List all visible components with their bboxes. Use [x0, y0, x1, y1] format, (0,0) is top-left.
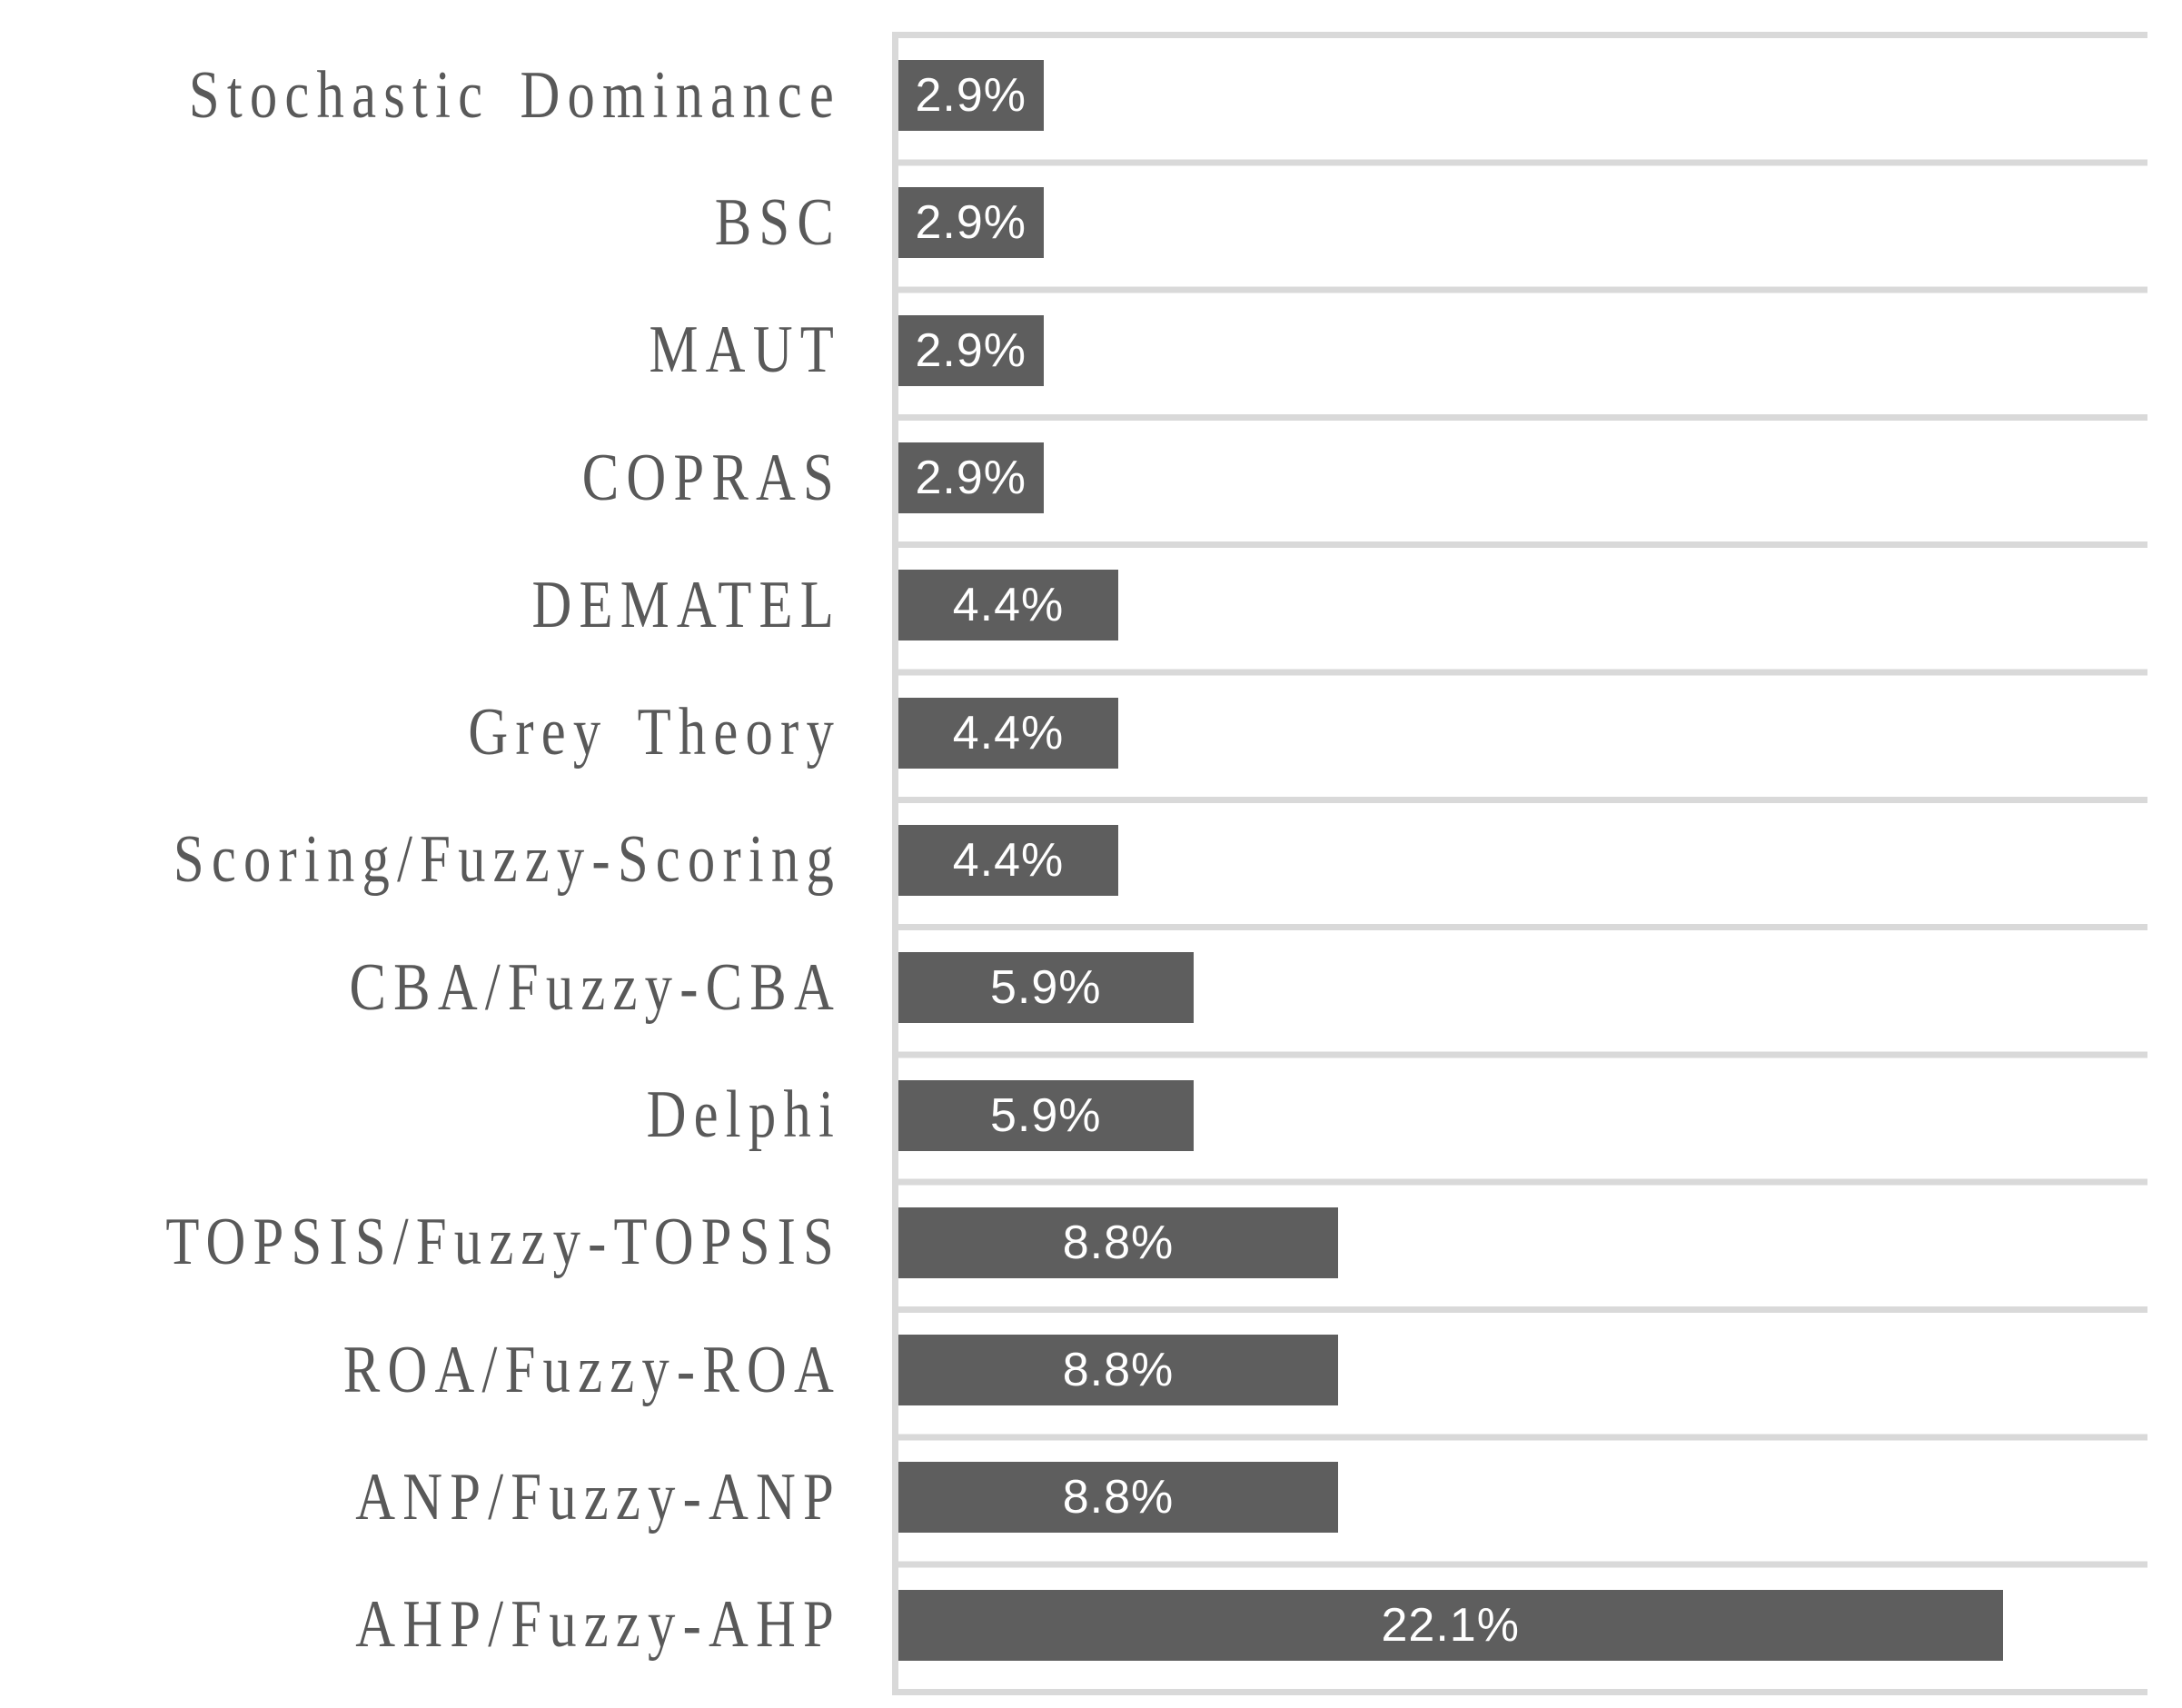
- value-label: 22.1%: [1381, 1598, 1520, 1652]
- bar-track: 4.4%: [898, 541, 2147, 669]
- chart-row: BSC 2.9%: [0, 159, 2147, 286]
- value-label: 2.9%: [915, 69, 1027, 123]
- bar: 4.4%: [898, 570, 1118, 641]
- bar-track: 8.8%: [898, 1179, 2147, 1306]
- bar: 5.9%: [898, 1079, 1194, 1151]
- value-label: 5.9%: [989, 1088, 1102, 1142]
- bar-track: 5.9%: [898, 924, 2147, 1051]
- value-label: 2.9%: [915, 452, 1027, 505]
- category-label: Delphi: [646, 1077, 841, 1153]
- category-label: TOPSIS/Fuzzy-TOPSIS: [165, 1205, 841, 1280]
- chart-row: CBA/Fuzzy-CBA 5.9%: [0, 924, 2147, 1051]
- bar-track: 8.8%: [898, 1306, 2147, 1434]
- value-label: 2.9%: [915, 196, 1027, 250]
- bar-track: 2.9%: [898, 32, 2147, 159]
- chart-row: Stochastic Dominance 2.9%: [0, 32, 2147, 159]
- bar-track: 22.1%: [898, 1562, 2147, 1689]
- bar: 5.9%: [898, 952, 1194, 1024]
- chart-row: TOPSIS/Fuzzy-TOPSIS 8.8%: [0, 1179, 2147, 1306]
- chart-row: DEMATEL 4.4%: [0, 541, 2147, 669]
- bar: 2.9%: [898, 442, 1044, 514]
- bar-track: 5.9%: [898, 1051, 2147, 1178]
- category-label: ROA/Fuzzy-ROA: [342, 1332, 841, 1407]
- category-label: AHP/Fuzzy-AHP: [355, 1587, 841, 1663]
- chart-row: AHP/Fuzzy-AHP 22.1%: [0, 1562, 2147, 1689]
- value-label: 8.8%: [1062, 1216, 1175, 1269]
- value-label: 4.4%: [952, 706, 1065, 760]
- value-label: 4.4%: [952, 833, 1065, 887]
- category-label: BSC: [714, 184, 841, 260]
- category-label: MAUT: [649, 313, 841, 388]
- category-label: COPRAS: [581, 440, 841, 515]
- category-label: Scoring/Fuzzy-Scoring: [173, 822, 841, 898]
- category-label: Grey Theory: [468, 695, 841, 770]
- chart-row: ANP/Fuzzy-ANP 8.8%: [0, 1434, 2147, 1561]
- value-label: 8.8%: [1062, 1344, 1175, 1397]
- bar: 4.4%: [898, 697, 1118, 769]
- bar-track: 8.8%: [898, 1434, 2147, 1561]
- chart-row: Grey Theory 4.4%: [0, 669, 2147, 796]
- category-label: ANP/Fuzzy-ANP: [355, 1459, 841, 1534]
- bar: 4.4%: [898, 824, 1118, 896]
- bar: 22.1%: [898, 1589, 2003, 1661]
- chart-row: Scoring/Fuzzy-Scoring 4.4%: [0, 797, 2147, 924]
- chart-row: ROA/Fuzzy-ROA 8.8%: [0, 1306, 2147, 1434]
- bar-track: 2.9%: [898, 159, 2147, 286]
- bar-track: 2.9%: [898, 287, 2147, 414]
- category-label: DEMATEL: [531, 567, 841, 642]
- bar-track: 2.9%: [898, 414, 2147, 541]
- chart-row: MAUT 2.9%: [0, 287, 2147, 414]
- category-label: Stochastic Dominance: [188, 57, 841, 133]
- chart-row: Delphi 5.9%: [0, 1051, 2147, 1178]
- bar: 8.8%: [898, 1335, 1338, 1406]
- category-label: CBA/Fuzzy-CBA: [349, 949, 841, 1025]
- value-label: 4.4%: [952, 579, 1065, 632]
- bar-track: 4.4%: [898, 669, 2147, 796]
- bar: 2.9%: [898, 187, 1044, 259]
- bar: 2.9%: [898, 314, 1044, 386]
- chart-row: COPRAS 2.9%: [0, 414, 2147, 541]
- value-label: 5.9%: [989, 961, 1102, 1015]
- bar-rows: Stochastic Dominance 2.9% BSC 2.9% MAUT 2.9% C…: [0, 32, 2147, 1689]
- value-label: 8.8%: [1062, 1471, 1175, 1524]
- bar: 8.8%: [898, 1462, 1338, 1534]
- bar: 8.8%: [898, 1207, 1338, 1278]
- bar: 2.9%: [898, 60, 1044, 132]
- value-label: 2.9%: [915, 323, 1027, 377]
- bar-track: 4.4%: [898, 797, 2147, 924]
